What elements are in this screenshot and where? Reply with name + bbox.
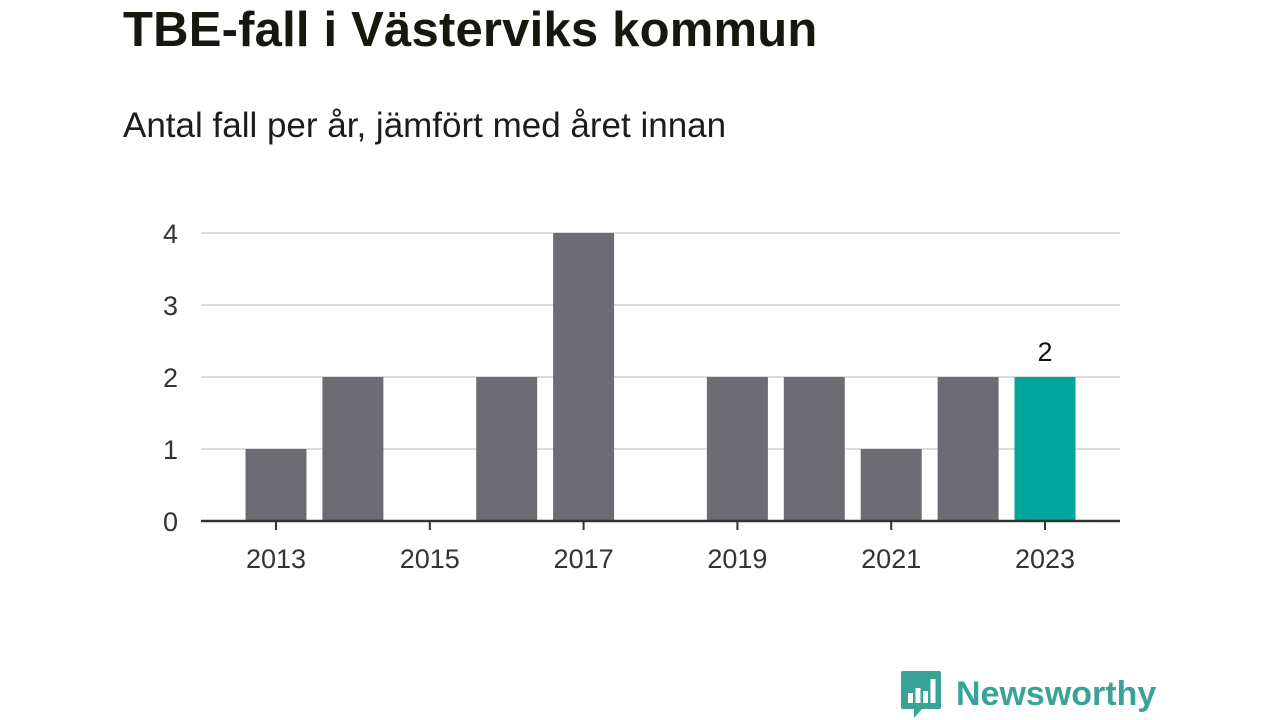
newsworthy-logo-icon xyxy=(901,671,941,718)
bar-2020 xyxy=(783,377,845,521)
x-tick-label: 2019 xyxy=(707,544,767,574)
x-tick-label: 2013 xyxy=(246,544,306,574)
bar-2019 xyxy=(706,377,768,521)
bar-2021 xyxy=(860,449,922,521)
axes xyxy=(201,519,1120,530)
x-tick-label: 2015 xyxy=(400,544,460,574)
y-tick-label: 1 xyxy=(163,435,178,465)
chart-title: TBE-fall i Västerviks kommun xyxy=(123,3,818,57)
x-tick-label: 2017 xyxy=(554,544,614,574)
bar-2023 xyxy=(1014,377,1076,521)
labels: 0 1 2 3 4 2013 2015 2017 2019 2021 2023 2 xyxy=(163,219,1075,574)
bar-2022 xyxy=(937,377,999,521)
x-tick-label: 2021 xyxy=(861,544,921,574)
x-tick-label: 2023 xyxy=(1015,544,1075,574)
y-tick-label: 4 xyxy=(163,219,178,249)
bars xyxy=(245,233,1076,521)
bar-2014 xyxy=(322,377,384,521)
brand-logo: Newsworthy xyxy=(900,669,1156,719)
data-label-2023: 2 xyxy=(1037,337,1052,367)
y-tick-label: 3 xyxy=(163,291,178,321)
bar-2016 xyxy=(476,377,538,521)
bar-2013 xyxy=(245,449,307,521)
y-tick-label: 2 xyxy=(163,363,178,393)
brand-name: Newsworthy xyxy=(956,674,1157,713)
chart-subtitle: Antal fall per år, jämfört med året inna… xyxy=(123,106,727,145)
bar-2017 xyxy=(553,233,615,521)
y-tick-label: 0 xyxy=(163,507,178,537)
